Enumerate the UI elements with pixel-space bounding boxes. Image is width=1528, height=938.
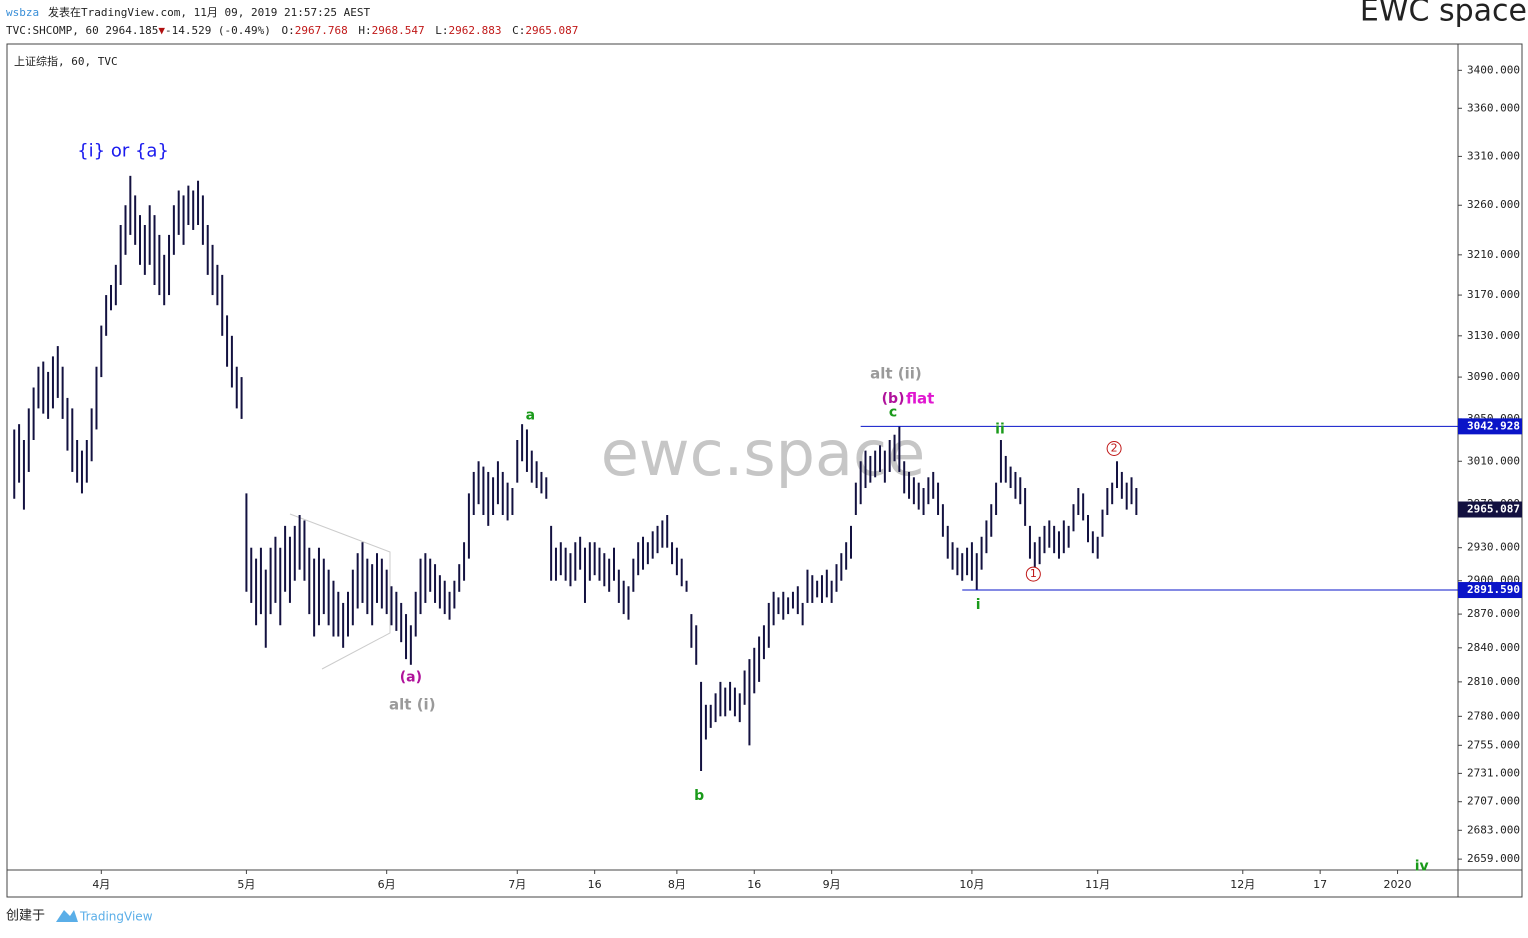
y-tick-label: 3210.000	[1467, 248, 1520, 261]
h: 2968.547	[372, 24, 425, 37]
x-tick-label: 6月	[378, 878, 396, 891]
y-tick-label: 2810.000	[1467, 675, 1520, 688]
x-tick-label: 8月	[668, 878, 686, 891]
y-tick-label: 3010.000	[1467, 454, 1520, 467]
y-tick-label: 2840.000	[1467, 641, 1520, 654]
last-price-tag	[1458, 501, 1522, 518]
y-tick-label: 3360.000	[1467, 101, 1520, 114]
l-label: L:	[435, 24, 448, 37]
x-tick-label: 5月	[237, 878, 255, 891]
annotation-circle	[1025, 566, 1041, 582]
annotation: alt (i)	[389, 695, 436, 713]
x-tick-label: 4月	[92, 878, 110, 891]
y-tick-label: 2707.000	[1467, 795, 1520, 808]
y-tick-label: 2930.000	[1467, 541, 1520, 554]
x-tick-label: 7月	[508, 878, 526, 891]
x-tick-label: 17	[1313, 878, 1327, 891]
x-tick-label: 11月	[1085, 878, 1110, 891]
frame	[6, 43, 1523, 898]
y-tick-label: 2731.000	[1467, 766, 1520, 779]
y-tick-label: 3090.000	[1467, 370, 1520, 383]
annotation: alt (ii)	[870, 364, 922, 382]
x-tick-label: 16	[747, 878, 761, 891]
level-tag	[1458, 418, 1522, 435]
logo-icon	[56, 910, 78, 922]
x-tick-label: 10月	[959, 878, 984, 891]
h-label: H:	[358, 24, 371, 37]
x-tick-label: 16	[588, 878, 602, 891]
l: 2962.883	[449, 24, 502, 37]
watermark: ewc.space	[601, 417, 926, 490]
annotation: (a)	[400, 669, 422, 685]
annotation: ii	[995, 421, 1005, 437]
logo: TradingView	[79, 910, 153, 924]
level-label: 3042.928	[1467, 419, 1520, 432]
annotation-circle	[1106, 440, 1122, 456]
last-price-label: 2965.087	[1467, 503, 1520, 516]
c: 2965.087	[525, 24, 578, 37]
triangle	[289, 513, 391, 670]
y-tick-label: 3170.000	[1467, 288, 1520, 301]
x-tick-label: 2020	[1384, 878, 1412, 891]
annotation: {i} or {a}	[77, 141, 169, 162]
annotation: i	[976, 597, 981, 613]
x-tick-label: 12月	[1230, 878, 1255, 891]
y-tick-label: 3130.000	[1467, 329, 1520, 342]
arrow: ▼	[158, 24, 165, 37]
y-tick-label: 2683.000	[1467, 823, 1520, 836]
y-tick-label: 2870.000	[1467, 607, 1520, 620]
annotation: 2	[1111, 441, 1118, 454]
user: wsbza	[6, 6, 39, 19]
y-tick-label: 3260.000	[1467, 198, 1520, 211]
change: -14.529 (-0.49%)	[165, 24, 271, 37]
o-label: O:	[282, 24, 295, 37]
c-label: C:	[512, 24, 525, 37]
annotation: a	[526, 408, 535, 424]
y-tick-label: 2659.000	[1467, 852, 1520, 865]
level-label: 2891.590	[1467, 583, 1520, 596]
symbol-line: TVC:SHCOMP, 60 2964.185▼-14.529 (-0.49%)…	[6, 24, 578, 37]
published: 发表在TradingView.com, 11月 09, 2019 21:57:2…	[48, 5, 371, 19]
y-tick-label: 3400.000	[1467, 63, 1520, 76]
y-tick-label: 2755.000	[1467, 738, 1520, 751]
o: 2967.768	[295, 24, 348, 37]
annotation: (b)	[882, 391, 905, 407]
annotation: iv	[1415, 858, 1429, 874]
brand: EWC space	[1360, 0, 1527, 29]
created: 创建于	[6, 909, 45, 924]
x-tick-label: 9月	[823, 878, 841, 891]
annotation: 1	[1030, 567, 1037, 580]
chart-title: 上证综指, 60, TVC	[14, 54, 118, 68]
y-tick-label: 2780.000	[1467, 709, 1520, 722]
annotation: b	[694, 788, 704, 804]
level-tag	[1458, 582, 1522, 599]
annotation: c	[889, 405, 897, 421]
annotation: flat	[906, 389, 934, 407]
symbol: TVC:SHCOMP, 60 2964.185	[6, 24, 158, 37]
y-tick-label: 3310.000	[1467, 149, 1520, 162]
